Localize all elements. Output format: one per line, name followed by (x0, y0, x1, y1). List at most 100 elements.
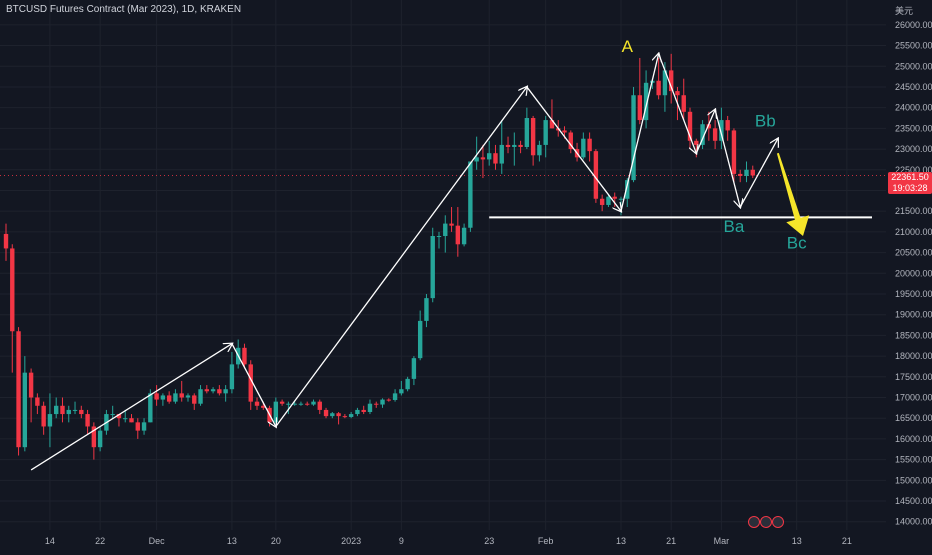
candle-body (524, 118, 530, 147)
candle-body (141, 422, 147, 431)
wave-line (658, 53, 697, 153)
candle-body (192, 395, 197, 404)
candle-body (380, 399, 385, 405)
candle-body (512, 144, 517, 147)
x-tick-label: 13 (792, 536, 802, 546)
y-tick-label: 23000.00 (895, 144, 932, 154)
candle-body (606, 196, 611, 205)
candle-body (355, 409, 360, 415)
wave-line (231, 343, 276, 427)
candle-body (455, 225, 461, 245)
candle-body (323, 409, 329, 417)
candle-body (405, 378, 410, 390)
candle-body (85, 414, 90, 427)
currency-label[interactable]: 美元 (895, 7, 914, 17)
y-tick-label: 19500.00 (895, 289, 932, 299)
candle-body (10, 248, 15, 332)
y-tick-label: 20000.00 (895, 268, 932, 278)
candle-body (254, 401, 260, 406)
candle-body (22, 372, 28, 448)
candle-body (625, 180, 630, 199)
bar-countdown: 19:03:28 (892, 183, 928, 193)
candle-body (79, 409, 84, 415)
y-tick-label: 22500.00 (895, 165, 932, 175)
candle-body (28, 372, 34, 398)
candle-body (330, 413, 335, 417)
candle-body (681, 95, 686, 112)
x-tick-label: Mar (714, 536, 730, 546)
candle-body (154, 393, 159, 400)
y-tick-label: 18000.00 (895, 351, 932, 361)
y-tick-label: 25500.00 (895, 41, 932, 51)
candle-body (675, 91, 680, 96)
x-tick-label: Feb (538, 536, 554, 546)
candle-body (637, 95, 643, 121)
y-tick-label: 25000.00 (895, 61, 932, 71)
x-tick-label: 14 (45, 536, 55, 546)
candle-body (543, 120, 548, 145)
status-icons[interactable] (748, 516, 786, 528)
replay-icon[interactable] (760, 516, 772, 528)
candle-body (744, 169, 749, 176)
symbol-title[interactable]: BTCUSD Futures Contract (Mar 2023), 1D, … (6, 4, 242, 15)
candle-body (273, 401, 279, 423)
last-price-value: 22361.50 (891, 172, 929, 182)
candle-body (493, 153, 498, 164)
wave-line (526, 86, 621, 211)
wave-line (695, 110, 715, 154)
candle-body (242, 347, 247, 365)
candle-body (480, 157, 486, 160)
candle-body (160, 395, 166, 400)
candle-body (499, 144, 504, 164)
candle-body (700, 124, 705, 145)
candle-body (204, 389, 210, 392)
alert-icon[interactable] (748, 516, 760, 528)
y-tick-label: 15000.00 (895, 475, 932, 485)
candle-body (719, 120, 724, 141)
grid-lines (0, 0, 886, 530)
wave-label-bc: Bc (787, 233, 807, 252)
candle-body (612, 196, 617, 199)
y-tick-label: 15500.00 (895, 455, 932, 465)
candle-body (725, 120, 730, 131)
candle-body (468, 161, 473, 228)
candle-body (505, 144, 511, 147)
y-tick-label: 17000.00 (895, 393, 932, 403)
candle-body (35, 397, 40, 406)
candle-body (47, 414, 53, 427)
candle-body (750, 169, 755, 176)
x-tick-label: 9 (399, 536, 404, 546)
candle-body (593, 151, 599, 199)
candle-body (706, 124, 712, 129)
y-tick-label: 19000.00 (895, 310, 932, 320)
candle-body (518, 144, 523, 147)
y-tick-label: 14500.00 (895, 496, 932, 506)
yellow-arrow (776, 152, 810, 236)
candle-body (173, 393, 178, 402)
candle-body (374, 403, 379, 405)
candle-body (305, 403, 310, 405)
candle-body (336, 413, 341, 417)
wave-label-bb: Bb (755, 111, 776, 130)
drawings: A Bb Ba Bc (30, 37, 872, 471)
candle-body (568, 132, 573, 150)
candle-body (198, 389, 203, 404)
candle-body (392, 393, 398, 400)
wave-label-ba: Ba (724, 217, 745, 236)
candle-body (286, 403, 291, 405)
candle-body (97, 430, 103, 448)
candle-body (587, 138, 592, 152)
candle-body (487, 153, 492, 160)
candle-body (738, 173, 743, 176)
candle-body (662, 70, 668, 96)
candle-body (317, 401, 322, 410)
candle-body (474, 157, 479, 162)
x-tick-label: 21 (666, 536, 676, 546)
candle-body (229, 364, 235, 390)
candle-body (549, 120, 555, 129)
indicator-icon[interactable] (772, 516, 784, 528)
candle-body (223, 389, 228, 394)
candle-body (687, 111, 693, 141)
